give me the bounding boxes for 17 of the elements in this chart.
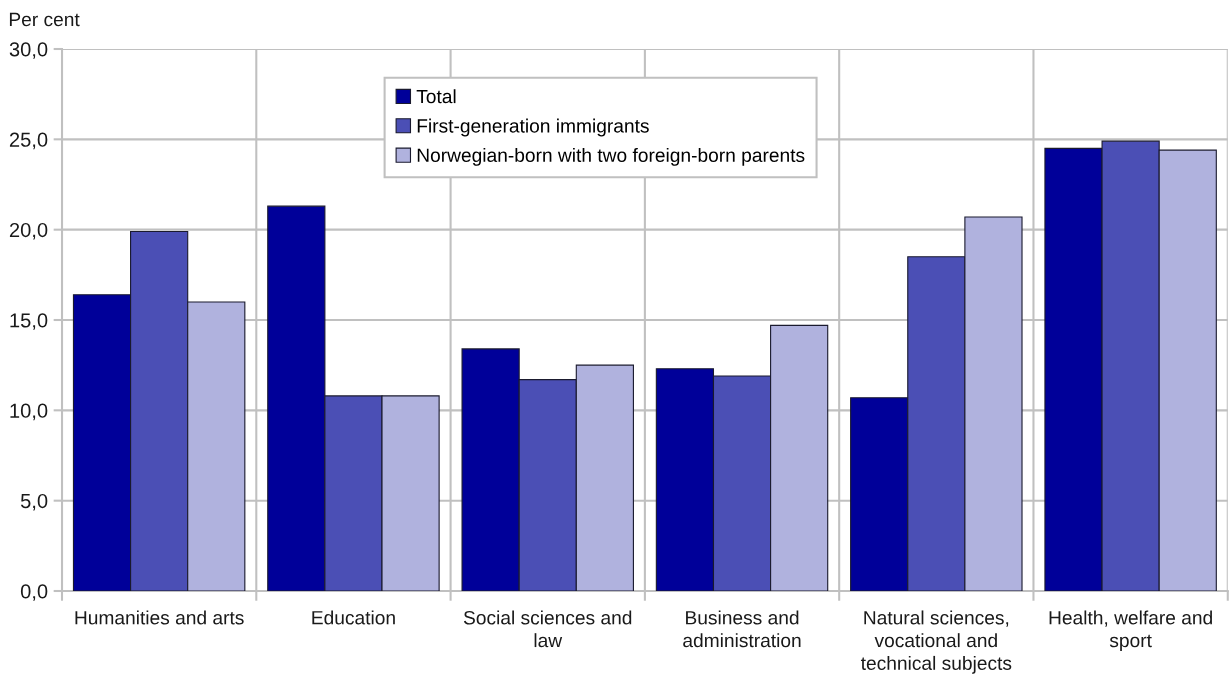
x-tick-label: Humanities and arts <box>75 610 244 625</box>
y-tick-label: 15,0 <box>10 313 48 330</box>
y-tick-label: 25,0 <box>9 132 48 150</box>
y-tick-label: 10,0 <box>10 403 48 421</box>
y-tick-label: 20,0 <box>9 222 48 240</box>
legend-label: Total <box>416 89 456 104</box>
x-tick-label: Natural sciences, vocational and technical subjects <box>860 610 1012 674</box>
y-tick-label: 5,0 <box>20 493 48 511</box>
x-tick-label: Social sciences and law <box>463 610 632 648</box>
y-tick-label: 0,0 <box>20 584 48 601</box>
legend-label: First-generation immigrants <box>417 118 649 137</box>
y-tick-label: 30,0 <box>9 42 48 59</box>
y-axis-title: Per cent <box>9 12 80 27</box>
legend-label: Norwegian-born with two foreign-born parents <box>417 147 805 166</box>
x-tick-label: Business and administration <box>683 610 801 648</box>
x-tick-label: Education <box>312 610 395 625</box>
x-tick-label: Health, welfare and sport <box>1049 610 1212 652</box>
